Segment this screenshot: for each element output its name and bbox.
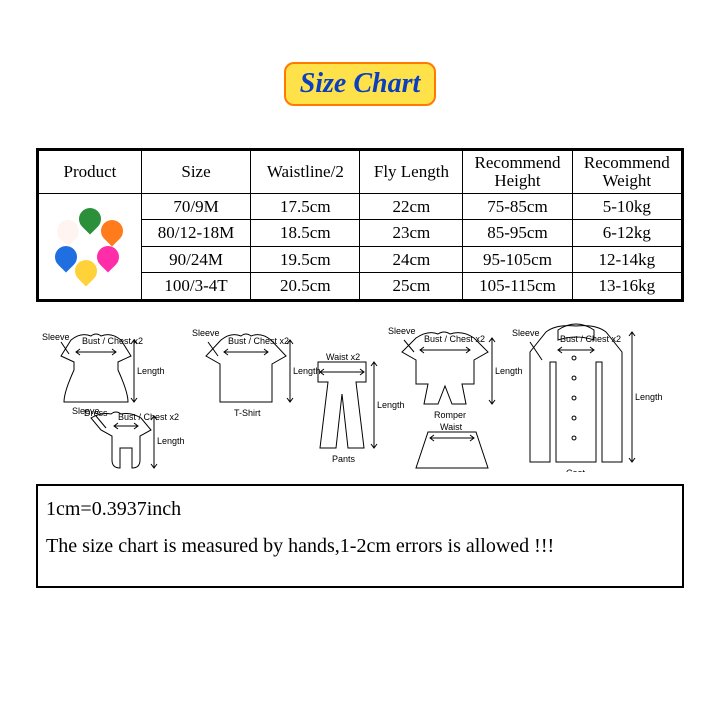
table-cell: 5-10kg bbox=[572, 193, 681, 220]
svg-text:Coat: Coat bbox=[566, 468, 586, 472]
table-cell: 75-85cm bbox=[463, 193, 572, 220]
table-cell: 18.5cm bbox=[251, 220, 360, 247]
table-cell: 20.5cm bbox=[251, 273, 360, 300]
table-cell: 105-115cm bbox=[463, 273, 572, 300]
table-cell: 25cm bbox=[360, 273, 463, 300]
table-cell: 13-16kg bbox=[572, 273, 681, 300]
svg-text:T-Shirt: T-Shirt bbox=[234, 408, 261, 418]
table-cell: 80/12-18M bbox=[141, 220, 250, 247]
svg-text:Pants: Pants bbox=[332, 454, 356, 464]
svg-text:Sleeve: Sleeve bbox=[72, 406, 100, 416]
svg-text:Romper: Romper bbox=[434, 410, 466, 420]
col-header: Recommend Height bbox=[463, 151, 572, 194]
svg-text:Length: Length bbox=[495, 366, 523, 376]
svg-text:Bust / Chest x2: Bust / Chest x2 bbox=[424, 334, 485, 344]
size-chart-title: Size Chart bbox=[284, 62, 437, 106]
svg-text:Length: Length bbox=[377, 400, 405, 410]
table-cell: 12-14kg bbox=[572, 246, 681, 273]
svg-text:Sleeve: Sleeve bbox=[192, 328, 220, 338]
col-header: Product bbox=[39, 151, 142, 194]
svg-text:Sleeve: Sleeve bbox=[42, 332, 70, 342]
table-cell: 95-105cm bbox=[463, 246, 572, 273]
svg-text:Length: Length bbox=[635, 392, 663, 402]
svg-text:Sleeve: Sleeve bbox=[512, 328, 540, 338]
svg-text:Waist: Waist bbox=[440, 422, 463, 432]
table-row: 70/9M17.5cm22cm75-85cm5-10kg bbox=[39, 193, 682, 220]
table-cell: 100/3-4T bbox=[141, 273, 250, 300]
garment-diagrams: Bust / Chest x2LengthSleeveDressBust / C… bbox=[36, 322, 684, 472]
table-cell: 6-12kg bbox=[572, 220, 681, 247]
size-table-container: ProductSizeWaistline/2Fly LengthRecommen… bbox=[36, 148, 684, 302]
svg-text:Bust / Chest x2: Bust / Chest x2 bbox=[118, 412, 179, 422]
notes-box: 1cm=0.3937inch The size chart is measure… bbox=[36, 484, 684, 588]
table-cell: 85-95cm bbox=[463, 220, 572, 247]
svg-text:Length: Length bbox=[137, 366, 165, 376]
svg-text:Waist x2: Waist x2 bbox=[326, 352, 360, 362]
table-cell: 70/9M bbox=[141, 193, 250, 220]
size-table: ProductSizeWaistline/2Fly LengthRecommen… bbox=[38, 150, 682, 300]
note-line-2: The size chart is measured by hands,1-2c… bbox=[46, 535, 674, 558]
svg-text:Length: Length bbox=[157, 436, 185, 446]
svg-text:Length: Length bbox=[293, 366, 321, 376]
table-cell: 22cm bbox=[360, 193, 463, 220]
svg-text:Bust / Chest x2: Bust / Chest x2 bbox=[560, 334, 621, 344]
col-header: Size bbox=[141, 151, 250, 194]
svg-text:Sleeve: Sleeve bbox=[388, 326, 416, 336]
table-cell: 24cm bbox=[360, 246, 463, 273]
col-header: Recommend Weight bbox=[572, 151, 681, 194]
col-header: Waistline/2 bbox=[251, 151, 360, 194]
product-image-cell bbox=[39, 193, 142, 299]
table-cell: 90/24M bbox=[141, 246, 250, 273]
table-cell: 19.5cm bbox=[251, 246, 360, 273]
table-cell: 23cm bbox=[360, 220, 463, 247]
note-line-1: 1cm=0.3937inch bbox=[46, 498, 674, 521]
col-header: Fly Length bbox=[360, 151, 463, 194]
svg-text:Bust / Chest x2: Bust / Chest x2 bbox=[228, 336, 289, 346]
table-cell: 17.5cm bbox=[251, 193, 360, 220]
